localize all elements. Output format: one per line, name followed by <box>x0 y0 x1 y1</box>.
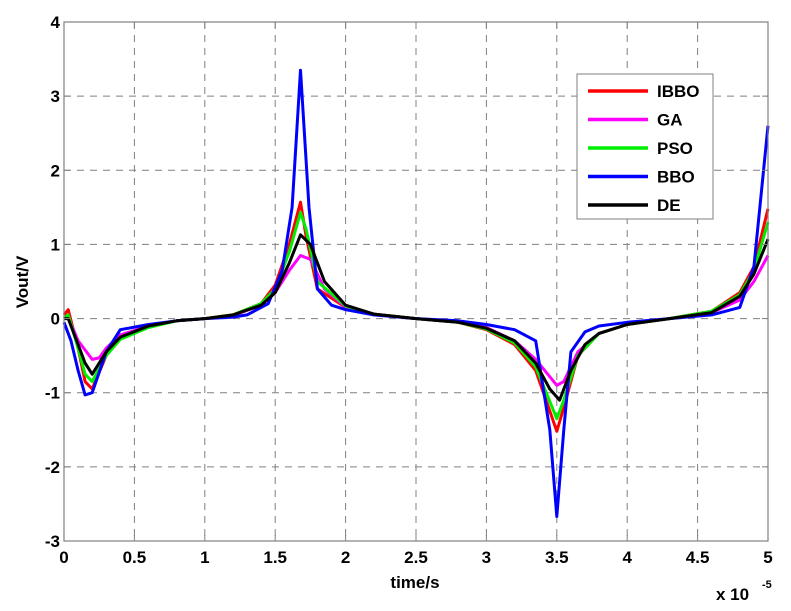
series-de <box>64 233 770 402</box>
legend-label: GA <box>657 111 683 130</box>
y-tick-label: 3 <box>51 87 60 106</box>
y-tick-label: 1 <box>51 235 60 254</box>
x-axis-label: time/s <box>390 573 439 592</box>
y-tick-label: -1 <box>45 384 60 403</box>
x-tick-label: 4.5 <box>686 548 710 567</box>
y-axis-ticks: -3 -2 -1 0 1 2 3 4 <box>45 13 768 551</box>
x-multiplier-label: x 10 <box>716 585 749 604</box>
legend: IBBO GA PSO BBO DE <box>576 73 714 220</box>
legend-label: IBBO <box>657 82 700 101</box>
x-tick-label: 3 <box>482 548 491 567</box>
x-axis-ticks: 0 0.5 1 1.5 2 2.5 3 3.5 4 4.5 5 <box>59 22 773 567</box>
y-tick-label: -2 <box>45 458 60 477</box>
legend-label: BBO <box>657 168 695 187</box>
x-tick-label: 2 <box>341 548 350 567</box>
x-tick-label: 0.5 <box>123 548 147 567</box>
x-multiplier-exponent: -5 <box>762 579 772 591</box>
x-tick-label: 1.5 <box>263 548 287 567</box>
data-series <box>62 68 770 518</box>
x-tick-label: 3.5 <box>545 548 569 567</box>
legend-label: PSO <box>657 139 693 158</box>
x-tick-label: 5 <box>763 548 772 567</box>
series-bbo <box>62 68 770 518</box>
x-tick-label: 4 <box>622 548 632 567</box>
legend-label: DE <box>657 196 681 215</box>
x-tick-label: 1 <box>200 548 209 567</box>
y-tick-label: -3 <box>45 532 60 551</box>
y-tick-label: 0 <box>51 310 60 329</box>
y-tick-label: 2 <box>51 161 60 180</box>
y-axis-label: Vout/V <box>13 255 32 308</box>
y-tick-label: 4 <box>51 13 61 32</box>
x-tick-label: 0 <box>59 548 68 567</box>
x-tick-label: 2.5 <box>404 548 428 567</box>
